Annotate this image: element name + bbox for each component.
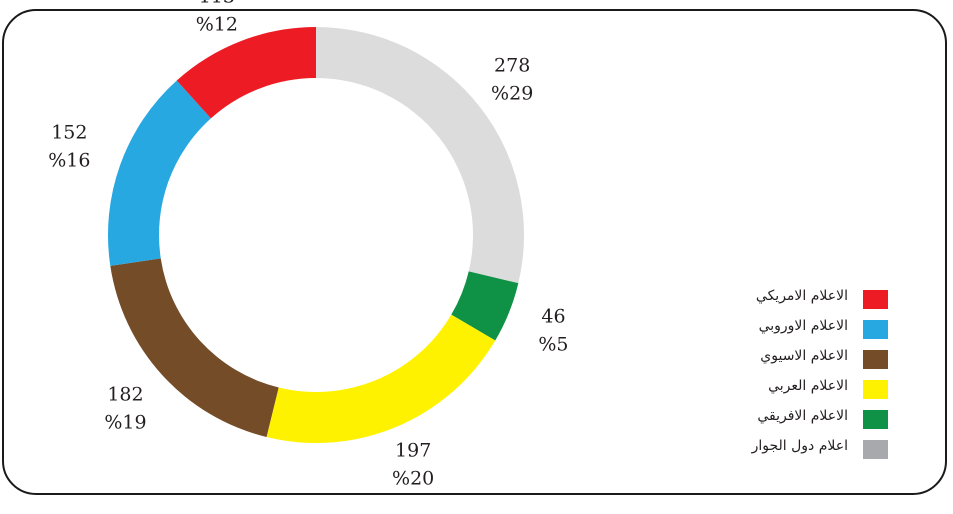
legend-label: الاعلام الافريقي — [757, 408, 848, 424]
legend-item-5: الاعلام الافريقي — [726, 408, 896, 438]
data-label-percent: %12 — [195, 13, 238, 36]
data-label-percent: %16 — [48, 149, 91, 172]
donut-slice-4 — [110, 258, 279, 438]
legend-label: اعلام دول الجوار — [751, 438, 848, 454]
legend-swatch — [863, 290, 888, 309]
legend-swatch — [863, 320, 888, 339]
data-label-value: 152 — [51, 121, 88, 144]
data-label-value: 182 — [107, 383, 144, 406]
legend-swatch — [863, 410, 888, 429]
data-label-percent: %29 — [491, 82, 534, 105]
chart-frame — [2, 9, 947, 495]
data-label-percent: %19 — [104, 411, 147, 434]
data-label-value: 278 — [494, 54, 531, 77]
data-label-5: 152 %16 — [48, 123, 90, 170]
data-label-value: 46 — [541, 305, 566, 328]
data-label-6: 113 %12 — [196, 0, 238, 34]
legend-item-2: الاعلام الاوروبي — [726, 318, 896, 348]
legend-swatch — [863, 440, 888, 459]
data-label-value: 197 — [395, 439, 432, 462]
data-label-4: 182 %19 — [104, 385, 146, 432]
legend-swatch — [863, 350, 888, 369]
data-label-percent: %5 — [538, 333, 569, 356]
donut-slice-5 — [107, 80, 211, 266]
legend-swatch — [863, 380, 888, 399]
donut-slice-6 — [176, 27, 316, 119]
data-label-value: 113 — [196, 0, 238, 6]
legend-label: الاعلام الامريكي — [755, 288, 848, 304]
legend-label: الاعلام العربي — [768, 378, 848, 394]
legend-label: الاعلام الاوروبي — [758, 318, 848, 334]
donut-slice-3 — [266, 314, 496, 443]
legend-item-4: الاعلام العربي — [726, 378, 896, 408]
legend-label: الاعلام الاسيوي — [760, 348, 848, 364]
legend-item-3: الاعلام الاسيوي — [726, 348, 896, 378]
data-label-2: 46 %5 — [538, 307, 568, 354]
data-label-percent: %20 — [392, 467, 435, 490]
legend-item-1: الاعلام الامريكي — [726, 288, 896, 318]
legend: الاعلام الامريكي الاعلام الاوروبي الاعلام … — [726, 288, 896, 468]
data-label-1: 278 %29 — [491, 54, 534, 105]
data-label-3: 197 %20 — [392, 439, 435, 490]
donut-slice-2 — [451, 271, 519, 341]
donut-slice-1 — [316, 27, 524, 284]
legend-item-6: اعلام دول الجوار — [726, 438, 896, 468]
